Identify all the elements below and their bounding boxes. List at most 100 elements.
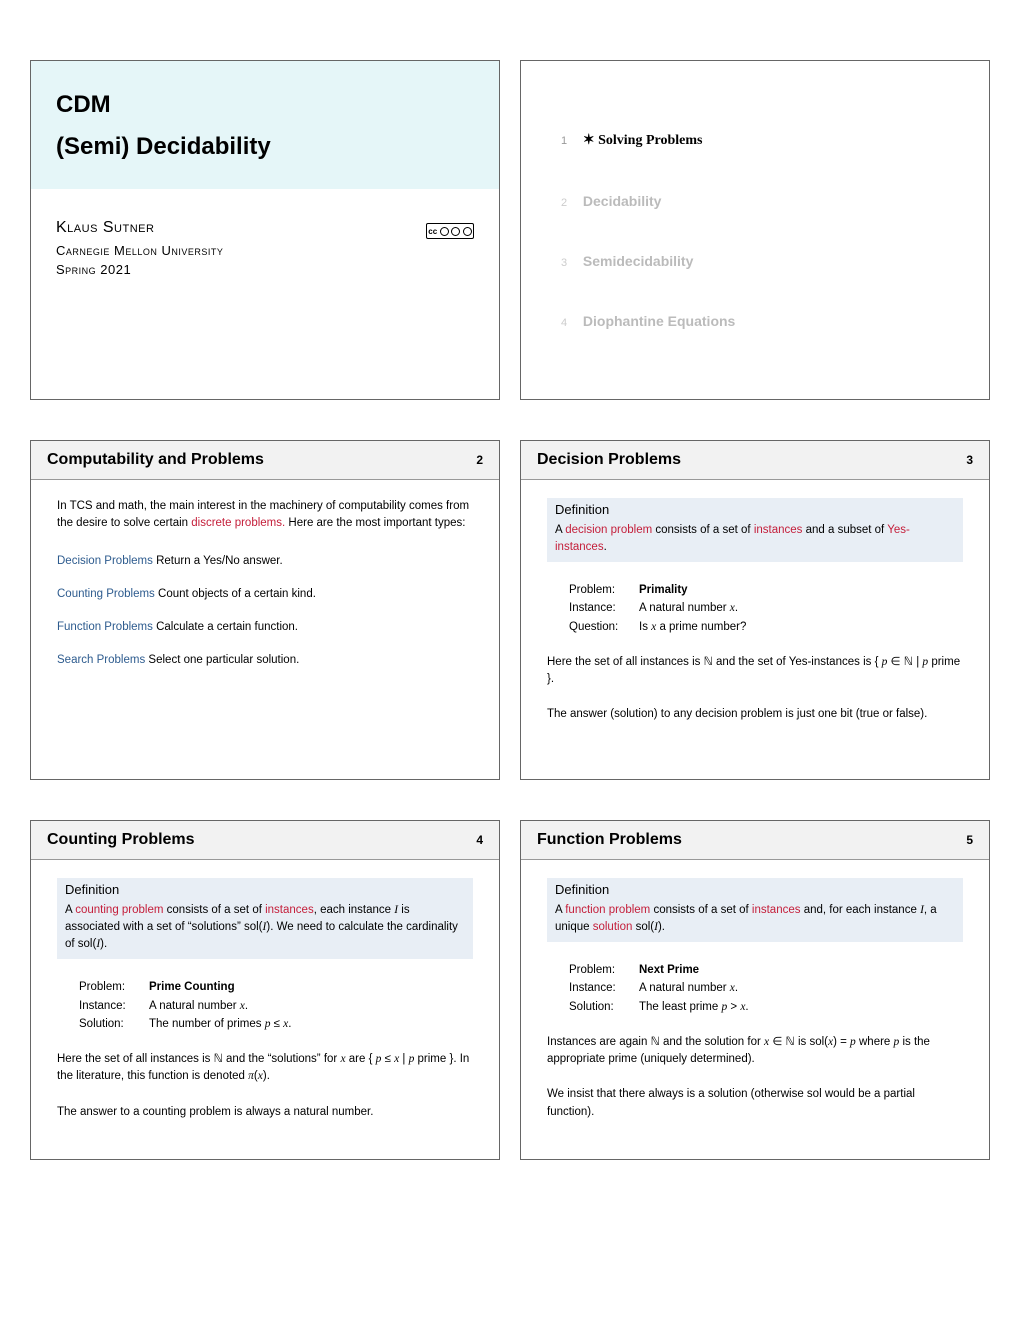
red-term: instances (752, 904, 801, 916)
text-fragment: Primality (639, 584, 688, 596)
definition-text: A decision problem consists of a set of … (555, 522, 955, 557)
text-fragment: consists of a set of (163, 904, 265, 916)
definition-block: Definition A counting problem consists o… (57, 878, 473, 959)
text-fragment: Count objects of a certain kind. (158, 588, 316, 600)
text-fragment: A (555, 524, 565, 536)
lecture-title: (Semi) Decidability (56, 133, 474, 161)
definition-head: Definition (555, 500, 955, 520)
intro-text: In TCS and math, the main interest in th… (57, 498, 473, 533)
definition-head: Definition (555, 880, 955, 900)
toc-list: 1 ✶ Solving Problems 2 Decidability 3 Se… (521, 61, 989, 329)
text-fragment: consists of a set of (650, 904, 752, 916)
ex-label: Problem: (569, 962, 639, 979)
example-row: Question: Is x a prime number? (569, 619, 963, 636)
example-row: Instance: A natural number x. (569, 600, 963, 617)
problem-types-list: Decision Problems Return a Yes/No answer… (57, 553, 473, 670)
definition-head: Definition (65, 880, 465, 900)
term: Spring 2021 (56, 262, 474, 277)
ex-label: Question: (569, 619, 639, 636)
toc-item-3: 3 Semidecidability (561, 253, 949, 269)
definition-text: A counting problem consists of a set of … (65, 902, 465, 954)
text-fragment: A (65, 904, 75, 916)
ex-label: Instance: (569, 980, 639, 997)
definition-text: A function problem consists of a set of … (555, 902, 955, 937)
toc-num: 4 (561, 317, 579, 329)
toc-item-2: 2 Decidability (561, 193, 949, 209)
slide-number: 4 (476, 833, 483, 847)
ex-value: A natural number x. (639, 600, 738, 617)
slide-title: Function Problems (537, 831, 682, 849)
text-fragment: Prime Counting (149, 981, 235, 993)
item-label: Function Problems (57, 621, 153, 633)
list-item: Search Problems Select one particular so… (57, 652, 473, 669)
course-code: CDM (56, 91, 474, 119)
cc-sa-icon (463, 227, 472, 236)
red-term: counting problem (75, 904, 163, 916)
text-fragment: and a subset of (802, 524, 887, 536)
slide-number: 5 (966, 833, 973, 847)
ex-value: A natural number x. (149, 998, 248, 1015)
item-label: Search Problems (57, 654, 145, 666)
toc-item-4: 4 Diophantine Equations (561, 313, 949, 329)
slide-counting: Counting Problems 4 Definition A countin… (30, 820, 500, 1160)
example-row: Problem: Next Prime (569, 962, 963, 979)
slide-body: In TCS and math, the main interest in th… (31, 480, 499, 704)
institution: Carnegie Mellon University (56, 243, 474, 258)
slide-title: Computability and Problems (47, 451, 264, 469)
slide-header: Decision Problems 3 (521, 441, 989, 480)
example-row: Solution: The number of primes p ≤ x. (79, 1016, 473, 1033)
example-row: Instance: A natural number x. (79, 998, 473, 1015)
slide-decision: Decision Problems 3 Definition A decisio… (520, 440, 990, 780)
slide-header: Counting Problems 4 (31, 821, 499, 860)
tail-text: Here the set of all instances is ℕ and t… (57, 1051, 473, 1086)
ex-label: Solution: (569, 999, 639, 1016)
item-desc: Count objects of a certain kind. (158, 588, 316, 600)
slide-header: Function Problems 5 (521, 821, 989, 860)
author-block: Klaus Sutner Carnegie Mellon University … (31, 189, 499, 277)
ex-label: Problem: (569, 582, 639, 599)
item-label: Decision Problems (57, 555, 153, 567)
toc-num: 3 (561, 257, 579, 269)
slide-body: Definition A decision problem consists o… (521, 480, 989, 760)
text-fragment: Here are the most important types: (285, 517, 465, 529)
example-row: Problem: Prime Counting (79, 979, 473, 996)
ex-value: The least prime p > x. (639, 999, 749, 1016)
red-term: decision problem (565, 524, 652, 536)
text-fragment: . (604, 541, 607, 553)
toc-num: 2 (561, 197, 579, 209)
text-fragment: Return a Yes/No answer. (156, 555, 283, 567)
ex-value: A natural number x. (639, 980, 738, 997)
tail-text: The answer to a counting problem is alwa… (57, 1104, 473, 1121)
toc-label: Diophantine Equations (583, 313, 735, 329)
title-block: CDM (Semi) Decidability (31, 61, 499, 189)
toc-item-1: 1 ✶ Solving Problems (561, 131, 949, 149)
ex-label: Solution: (79, 1016, 149, 1033)
list-item: Counting Problems Count objects of a cer… (57, 586, 473, 603)
example-block: Problem: Prime Counting Instance: A natu… (79, 979, 473, 1033)
list-item: Decision Problems Return a Yes/No answer… (57, 553, 473, 570)
definition-block: Definition A decision problem consists o… (547, 498, 963, 562)
toc-label: Semidecidability (583, 253, 693, 269)
toc-label: Decidability (583, 193, 662, 209)
example-block: Problem: Next Prime Instance: A natural … (569, 962, 963, 1016)
tail-text: We insist that there always is a solutio… (547, 1086, 963, 1121)
slide-title: Counting Problems (47, 831, 195, 849)
example-row: Problem: Primality (569, 582, 963, 599)
slide-number: 2 (476, 453, 483, 467)
cc-by-icon (440, 227, 449, 236)
text-fragment: Next Prime (639, 964, 699, 976)
example-block: Problem: Primality Instance: A natural n… (569, 582, 963, 636)
definition-block: Definition A function problem consists o… (547, 878, 963, 942)
text-fragment: A (555, 904, 565, 916)
slide-body: Definition A counting problem consists o… (31, 860, 499, 1157)
item-label: Counting Problems (57, 588, 155, 600)
ex-value: Is x a prime number? (639, 619, 746, 636)
slide-function: Function Problems 5 Definition A functio… (520, 820, 990, 1160)
example-row: Instance: A natural number x. (569, 980, 963, 997)
red-term: instances (265, 904, 314, 916)
red-term: function problem (565, 904, 650, 916)
ex-value: The number of primes p ≤ x. (149, 1016, 291, 1033)
cc-license-icon: cc (426, 223, 474, 239)
slide-number: 3 (966, 453, 973, 467)
tail-text: The answer (solution) to any decision pr… (547, 706, 963, 723)
